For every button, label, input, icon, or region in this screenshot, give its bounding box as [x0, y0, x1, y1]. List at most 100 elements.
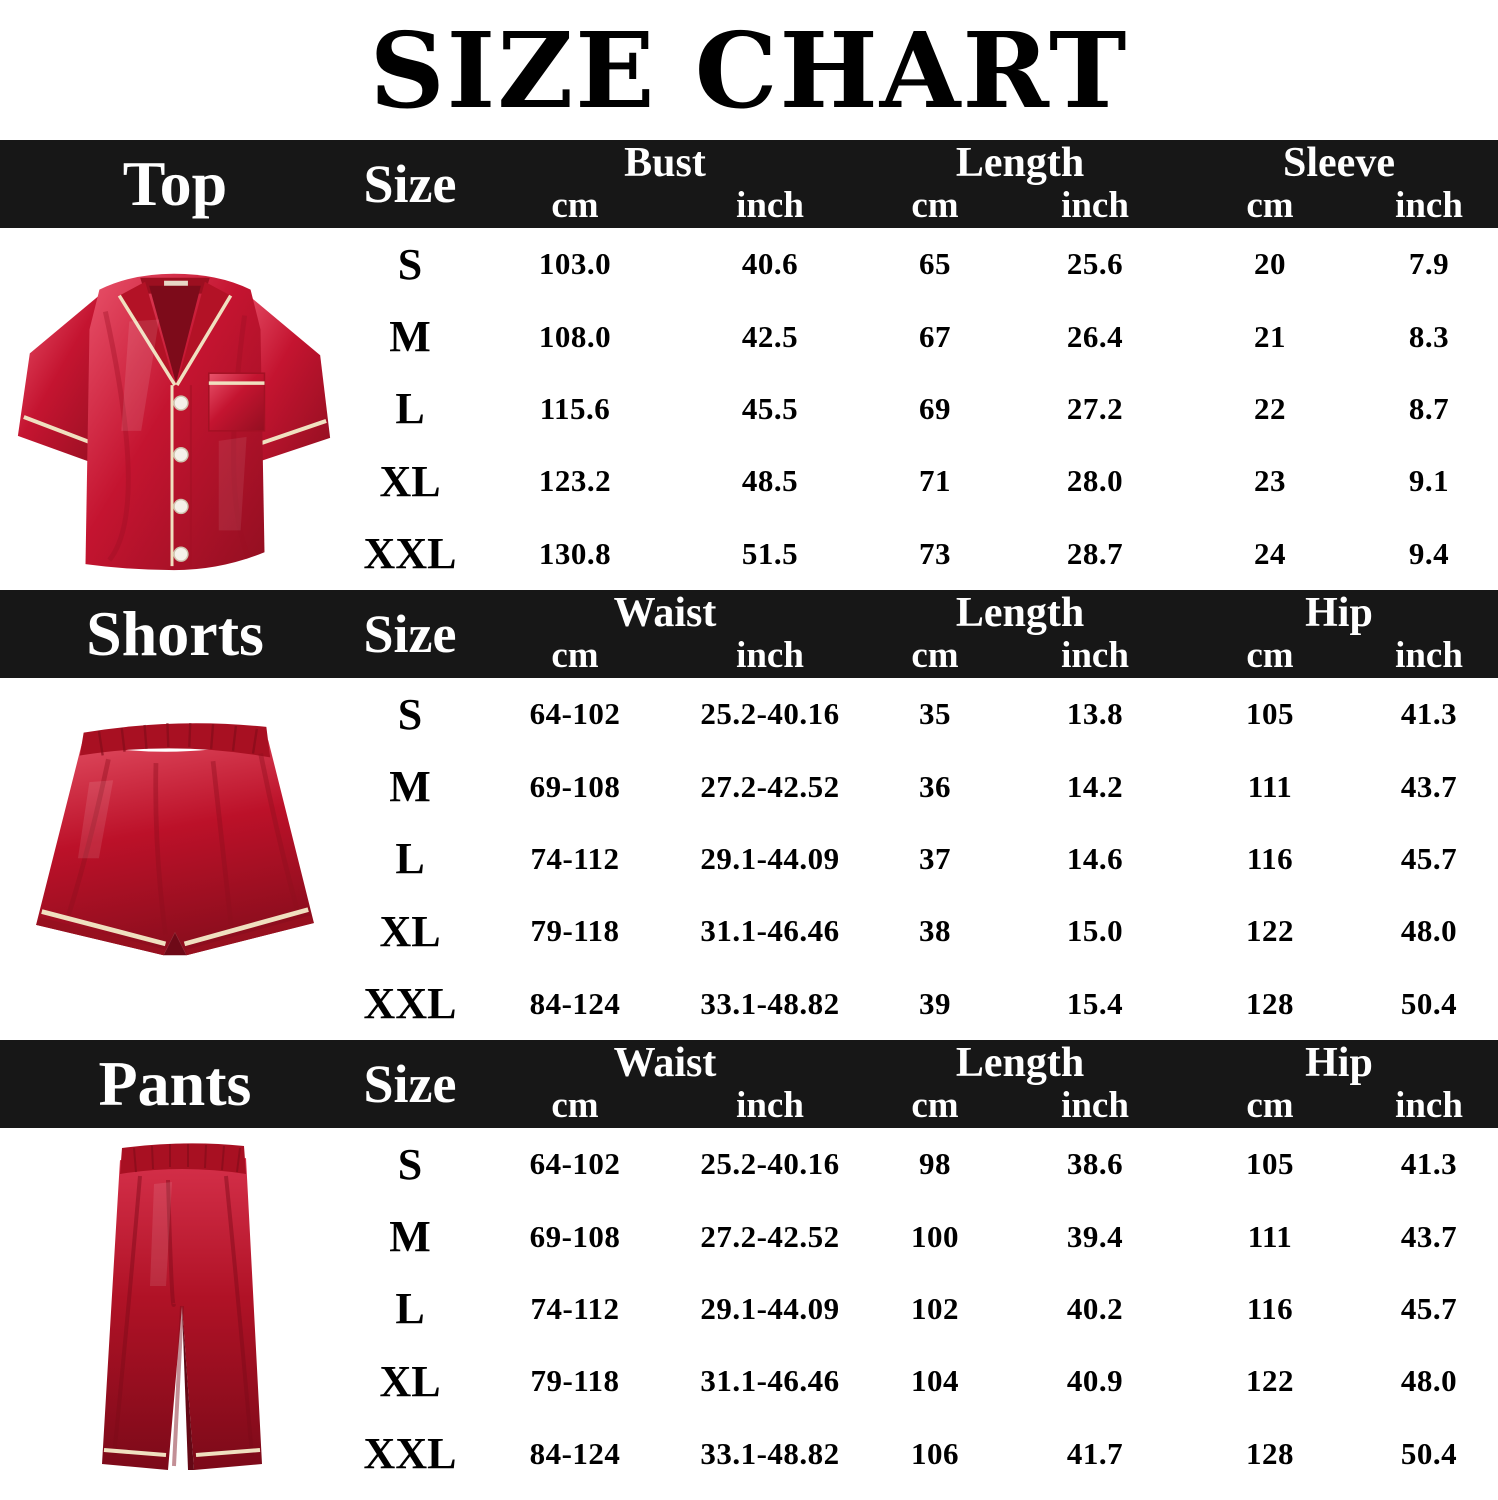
unit-label: inch [1061, 184, 1129, 226]
value-cell: 48.0 [1400, 913, 1458, 949]
size-cell: S [397, 1139, 423, 1189]
group-header-length: Length [955, 590, 1085, 636]
unit-label: cm [1246, 184, 1294, 226]
unit-label: cm [911, 184, 959, 226]
value-cell: 21 [1254, 318, 1286, 354]
value-cell: 40.2 [1066, 1290, 1124, 1326]
pants-table-header: Pants Size Waist Length Hip cm inch cm i… [0, 1040, 1498, 1128]
size-cell: XXL [363, 979, 457, 1029]
size-cell: S [397, 239, 423, 289]
value-cell: 33.1-48.82 [700, 1435, 840, 1471]
value-cell: 28.0 [1066, 463, 1124, 499]
value-cell: 64-102 [529, 696, 621, 732]
value-cell: 122 [1246, 913, 1294, 949]
value-cell: 8.7 [1408, 390, 1450, 426]
size-cell: XL [379, 456, 441, 506]
section-title-pants: Pants [98, 1048, 252, 1119]
size-cell: XL [379, 906, 441, 956]
value-cell: 33.1-48.82 [700, 985, 840, 1021]
value-cell: 51.5 [741, 535, 799, 571]
value-cell: 13.8 [1066, 696, 1124, 732]
value-cell: 35 [919, 696, 951, 732]
value-cell: 67 [919, 318, 951, 354]
pajama-shorts-image [12, 706, 338, 1020]
pajama-pants-image [62, 1136, 306, 1488]
value-cell: 41.7 [1066, 1435, 1124, 1471]
value-cell: 29.1-44.09 [700, 840, 840, 876]
shorts-table-body: S 64-102 25.2-40.16 35 13.8 105 41.3 M 6… [0, 678, 1498, 1040]
pants-table-body: S 64-102 25.2-40.16 98 38.6 105 41.3 M 6… [0, 1128, 1498, 1490]
table-row: L 115.6 45.5 69 27.2 22 8.7 [0, 373, 1498, 445]
value-cell: 14.2 [1066, 768, 1124, 804]
value-cell: 115.6 [539, 390, 611, 426]
size-cell: S [397, 689, 423, 739]
value-cell: 69-108 [529, 1218, 621, 1254]
group-header-waist: Waist [613, 1040, 717, 1086]
value-cell: 128 [1246, 985, 1294, 1021]
value-cell: 40.9 [1066, 1363, 1124, 1399]
top-table-header: Top Size Bust Length Sleeve cm inch cm i… [0, 140, 1498, 228]
size-column-header: Size [363, 1054, 457, 1114]
value-cell: 23 [1254, 463, 1286, 499]
size-column-header: Size [363, 604, 457, 664]
unit-label: cm [1246, 1084, 1294, 1126]
value-cell: 69-108 [529, 768, 621, 804]
value-cell: 100 [911, 1218, 959, 1254]
value-cell: 106 [911, 1435, 959, 1471]
size-cell: L [395, 384, 425, 434]
value-cell: 25.6 [1066, 246, 1124, 282]
unit-label: inch [1061, 634, 1129, 676]
table-row: XL 79-118 31.1-46.46 38 15.0 122 48.0 [0, 895, 1498, 967]
table-row: S 103.0 40.6 65 25.6 20 7.9 [0, 228, 1498, 300]
value-cell: 7.9 [1408, 246, 1450, 282]
size-cell: XXL [363, 1429, 457, 1479]
value-cell: 27.2-42.52 [700, 768, 840, 804]
table-row: XL 123.2 48.5 71 28.0 23 9.1 [0, 445, 1498, 517]
value-cell: 15.4 [1066, 985, 1124, 1021]
group-header-hip: Hip [1305, 590, 1373, 636]
value-cell: 50.4 [1400, 1435, 1458, 1471]
value-cell: 31.1-46.46 [700, 913, 840, 949]
value-cell: 74-112 [530, 1290, 620, 1326]
value-cell: 42.5 [741, 318, 799, 354]
value-cell: 50.4 [1400, 985, 1458, 1021]
size-cell: L [395, 834, 425, 884]
value-cell: 111 [1247, 768, 1293, 804]
table-row: M 69-108 27.2-42.52 100 39.4 111 43.7 [0, 1200, 1498, 1272]
size-cell: M [389, 312, 431, 362]
value-cell: 102 [911, 1290, 959, 1326]
value-cell: 45.7 [1400, 840, 1458, 876]
value-cell: 116 [1246, 840, 1294, 876]
value-cell: 39.4 [1066, 1218, 1124, 1254]
value-cell: 26.4 [1066, 318, 1124, 354]
table-row: XXL 130.8 51.5 73 28.7 24 9.4 [0, 518, 1498, 590]
value-cell: 9.4 [1408, 535, 1450, 571]
value-cell: 20 [1254, 246, 1286, 282]
size-cell: XXL [363, 529, 457, 579]
value-cell: 38.6 [1066, 1146, 1124, 1182]
group-header-hip: Hip [1305, 1040, 1373, 1086]
value-cell: 8.3 [1408, 318, 1450, 354]
group-header-waist: Waist [613, 590, 717, 636]
value-cell: 128 [1246, 1435, 1294, 1471]
group-header-bust: Bust [624, 140, 706, 186]
value-cell: 41.3 [1400, 696, 1458, 732]
value-cell: 130.8 [538, 535, 612, 571]
unit-label: inch [1061, 1084, 1129, 1126]
value-cell: 36 [919, 768, 951, 804]
value-cell: 123.2 [538, 463, 612, 499]
table-row: S 64-102 25.2-40.16 35 13.8 105 41.3 [0, 678, 1498, 750]
value-cell: 111 [1247, 1218, 1293, 1254]
value-cell: 73 [919, 535, 951, 571]
value-cell: 39 [919, 985, 951, 1021]
value-cell: 37 [919, 840, 951, 876]
value-cell: 105 [1246, 696, 1294, 732]
shorts-table-header: Shorts Size Waist Length Hip cm inch cm … [0, 590, 1498, 678]
group-header-sleeve: Sleeve [1283, 140, 1395, 186]
value-cell: 71 [919, 463, 951, 499]
section-title-shorts: Shorts [86, 598, 264, 669]
value-cell: 84-124 [529, 1435, 621, 1471]
size-column-header: Size [363, 154, 457, 214]
unit-label: inch [736, 1084, 804, 1126]
value-cell: 22 [1254, 390, 1286, 426]
